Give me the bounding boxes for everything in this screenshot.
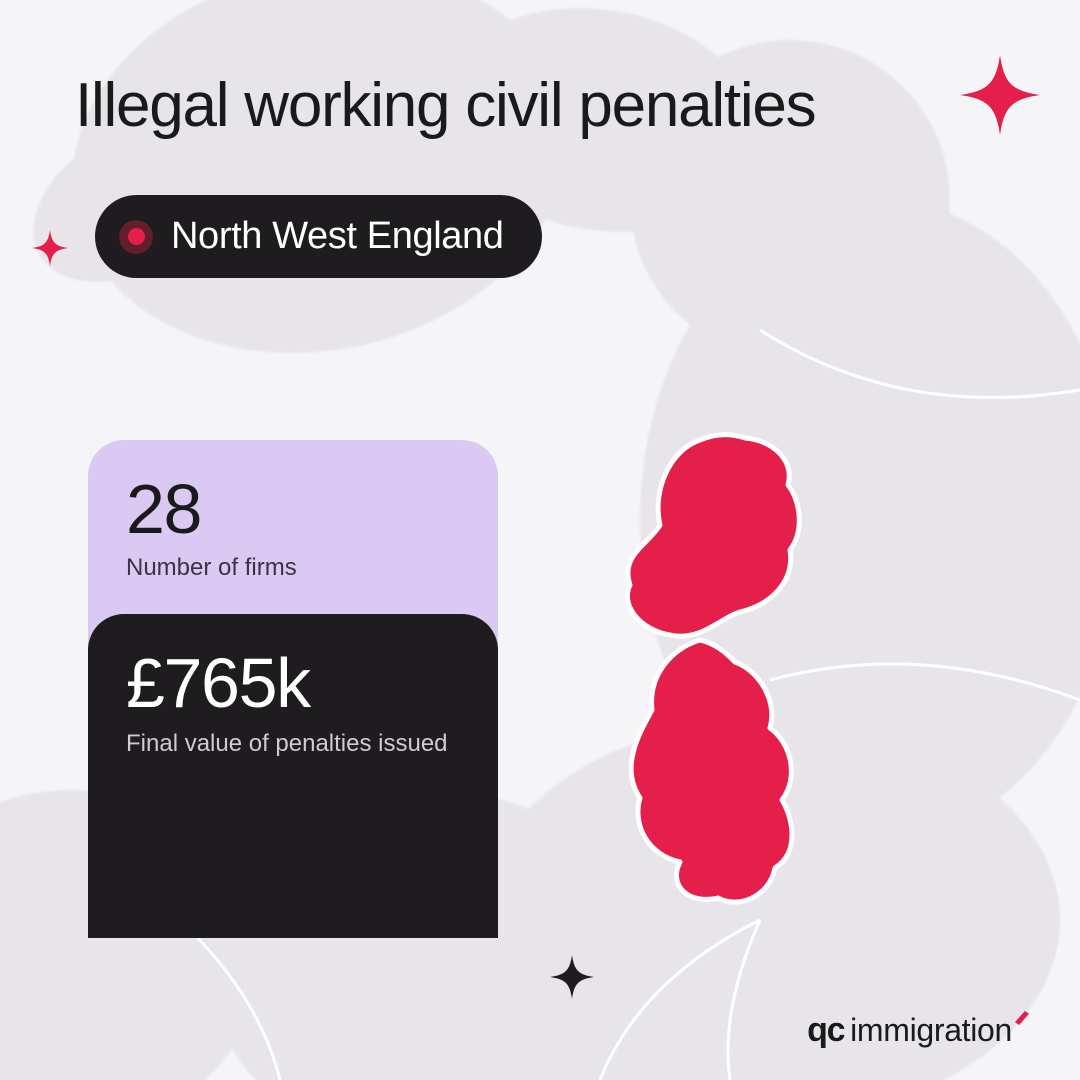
stat-firms-value: 28 bbox=[126, 474, 460, 544]
stat-firms-label: Number of firms bbox=[126, 554, 460, 582]
region-pill: North West England bbox=[95, 195, 542, 278]
page-title: Illegal working civil penalties bbox=[75, 70, 815, 141]
sparkle-icon bbox=[32, 230, 68, 266]
sparkle-icon bbox=[550, 955, 594, 999]
sparkle-icon bbox=[960, 55, 1040, 135]
logo-accent-icon bbox=[1015, 1011, 1029, 1025]
brand-logo: qc immigration bbox=[807, 1011, 1032, 1050]
stat-penalty-label: Final value of penalties issued bbox=[126, 730, 460, 758]
stat-card-penalty: £765k Final value of penalties issued bbox=[88, 614, 498, 938]
logo-suffix: immigration bbox=[850, 1012, 1012, 1049]
region-name: North West England bbox=[171, 215, 504, 258]
stat-cards: 28 Number of firms £765k Final value of … bbox=[88, 440, 498, 938]
logo-prefix: qc bbox=[807, 1011, 844, 1050]
stat-penalty-value: £765k bbox=[126, 648, 460, 718]
region-marker-icon bbox=[119, 220, 153, 254]
